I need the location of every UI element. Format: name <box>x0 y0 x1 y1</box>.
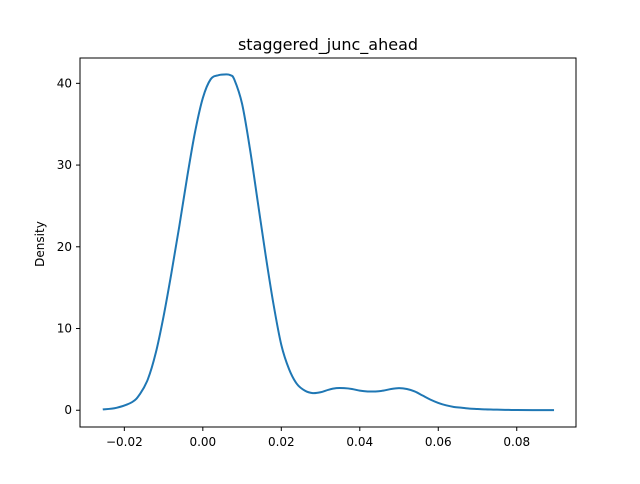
plot-area-frame <box>79 57 577 428</box>
x-tick-label: 0.00 <box>189 435 216 449</box>
x-tick-label: 0.02 <box>268 435 295 449</box>
x-axis-ticks: −0.02 0.00 0.02 0.04 0.06 0.08 <box>106 427 530 449</box>
y-tick-label: 10 <box>57 322 72 336</box>
y-tick-label: 30 <box>57 158 72 172</box>
x-tick-label: −0.02 <box>106 435 143 449</box>
y-axis-ticks: 0 10 20 30 40 <box>57 76 80 417</box>
y-tick-label: 20 <box>57 240 72 254</box>
chart-title: staggered_junc_ahead <box>238 35 418 55</box>
y-tick-label: 40 <box>57 76 72 90</box>
x-tick-label: 0.04 <box>346 435 373 449</box>
x-tick-label: 0.08 <box>503 435 530 449</box>
x-tick-label: 0.06 <box>425 435 452 449</box>
y-axis-label: Density <box>33 221 47 267</box>
y-tick-label: 0 <box>64 403 72 417</box>
density-curve <box>102 73 555 412</box>
